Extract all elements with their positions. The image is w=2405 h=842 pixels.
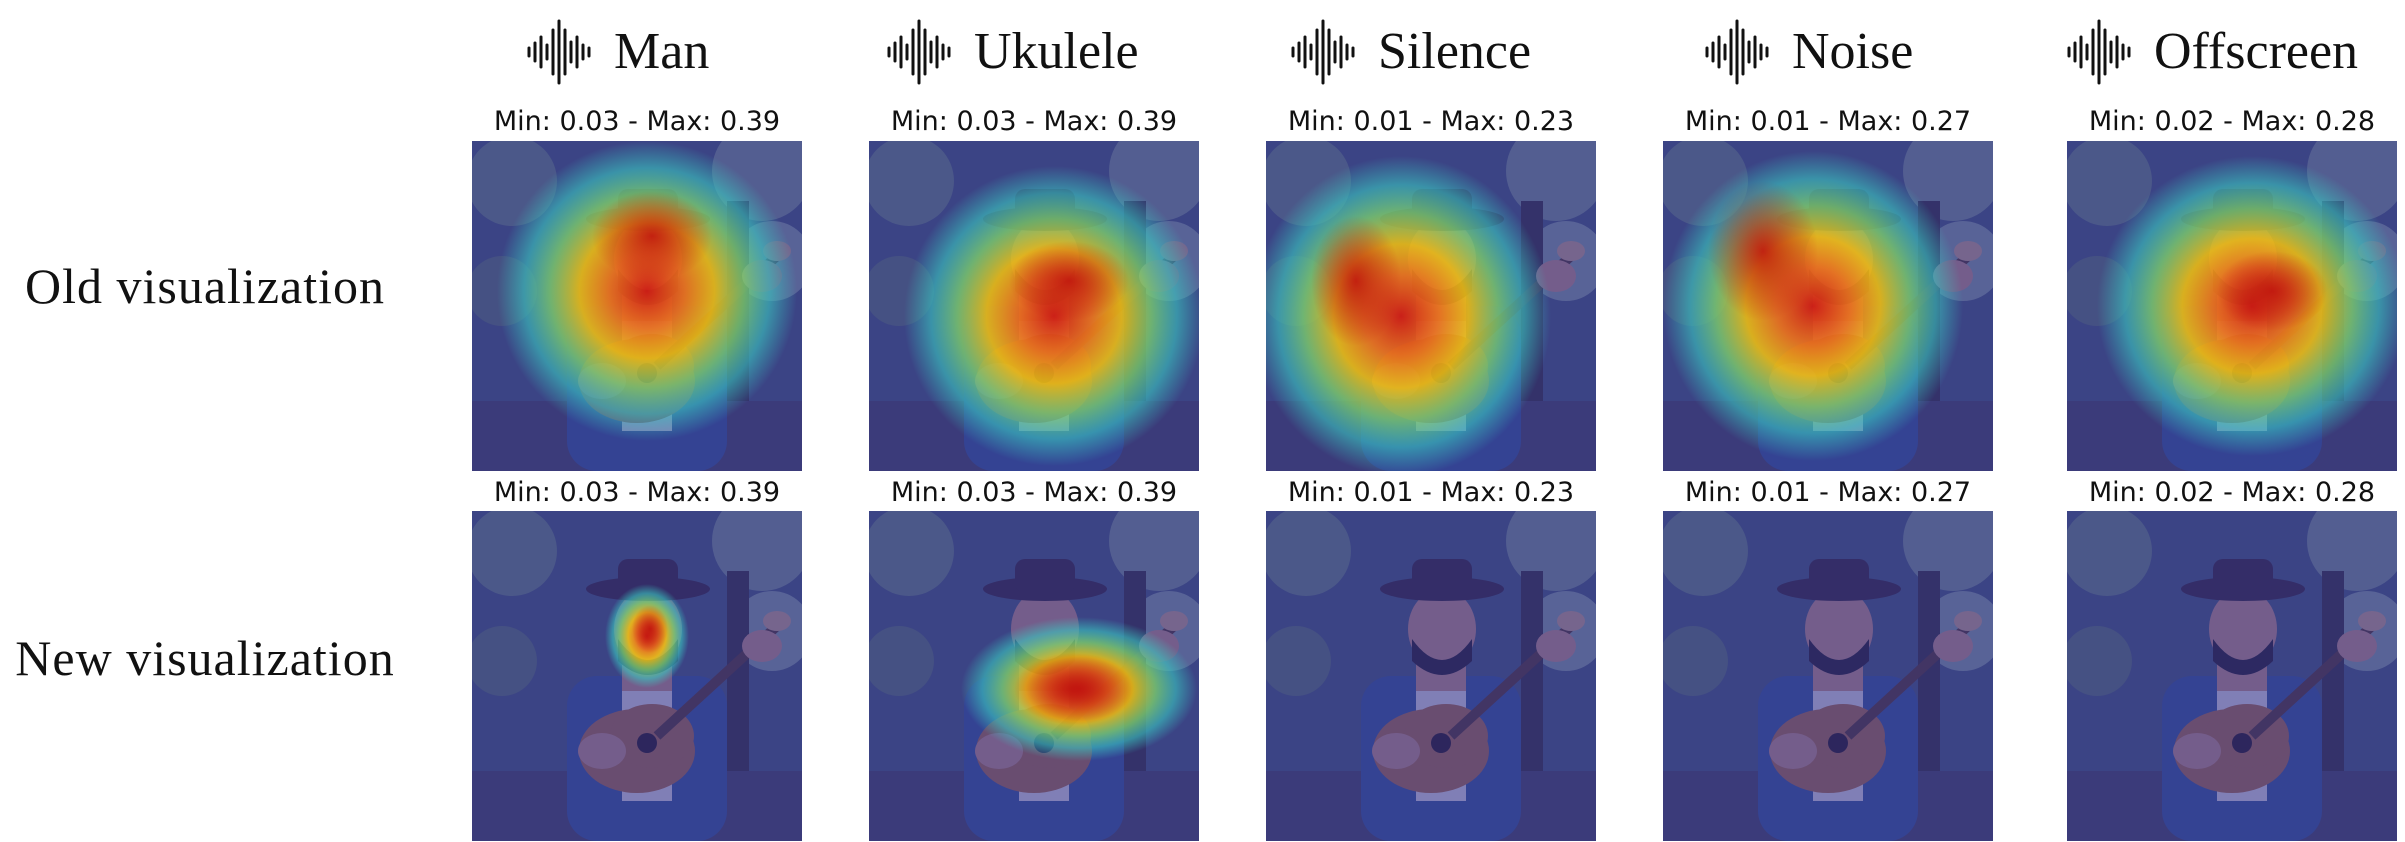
col-title-silence: Silence [1378, 23, 1532, 80]
col-header-offscreen: Offscreen [2066, 16, 2358, 88]
audio-waveform-icon [1704, 16, 1770, 88]
heatmap-image-new-ukulele [869, 511, 1199, 841]
heatmap-image-new-man [472, 511, 802, 841]
heatmap-image-old-silence [1266, 141, 1596, 471]
audio-waveform-icon [2066, 16, 2132, 88]
heatmap-image-new-silence [1266, 511, 1596, 841]
range-label-new-noise: Min: 0.01 - Max: 0.27 [1684, 477, 1972, 508]
heatmap-image-old-man [472, 141, 802, 471]
range-label-old-ukulele: Min: 0.03 - Max: 0.39 [890, 106, 1178, 137]
col-header-man: Man [526, 16, 709, 88]
row-label-old: Old visualization [25, 258, 385, 314]
range-label-old-silence: Min: 0.01 - Max: 0.23 [1287, 106, 1575, 137]
range-label-new-offscreen: Min: 0.02 - Max: 0.28 [2088, 477, 2376, 508]
audio-waveform-icon [526, 16, 592, 88]
heatmap-image-old-offscreen [2067, 141, 2397, 471]
audio-waveform-icon [886, 16, 952, 88]
col-header-silence: Silence [1290, 16, 1531, 88]
col-title-noise: Noise [1792, 23, 1914, 80]
range-label-new-ukulele: Min: 0.03 - Max: 0.39 [890, 477, 1178, 508]
range-label-old-offscreen: Min: 0.02 - Max: 0.28 [2088, 106, 2376, 137]
range-label-old-man: Min: 0.03 - Max: 0.39 [493, 106, 781, 137]
col-title-offscreen: Offscreen [2154, 23, 2359, 80]
col-title-ukulele: Ukulele [974, 23, 1139, 80]
col-header-ukulele: Ukulele [886, 16, 1139, 88]
range-label-new-man: Min: 0.03 - Max: 0.39 [493, 477, 781, 508]
heatmap-image-new-offscreen [2067, 511, 2397, 841]
row-label-new: New visualization [15, 630, 395, 686]
heatmap-image-old-noise [1663, 141, 1993, 471]
col-header-noise: Noise [1704, 16, 1913, 88]
col-title-man: Man [614, 23, 710, 80]
heatmap-image-new-noise [1663, 511, 1993, 841]
heatmap-image-old-ukulele [869, 141, 1199, 471]
audio-waveform-icon [1290, 16, 1356, 88]
range-label-old-noise: Min: 0.01 - Max: 0.27 [1684, 106, 1972, 137]
range-label-new-silence: Min: 0.01 - Max: 0.23 [1287, 477, 1575, 508]
